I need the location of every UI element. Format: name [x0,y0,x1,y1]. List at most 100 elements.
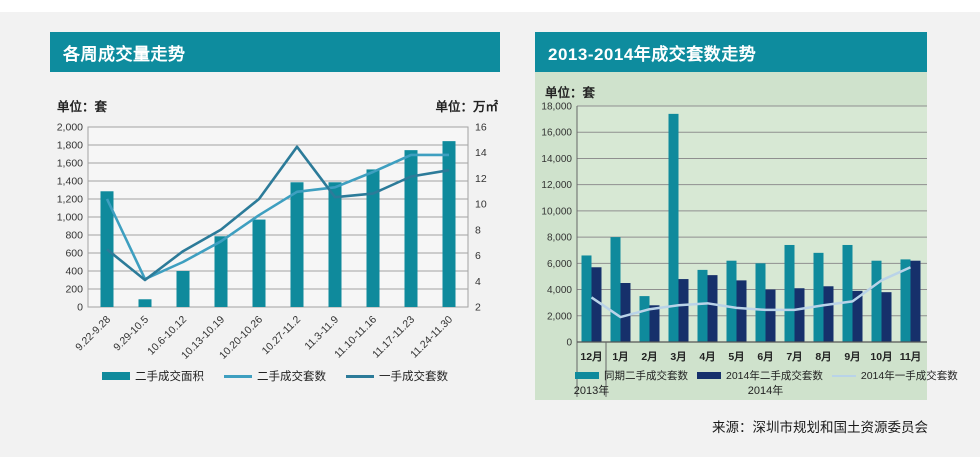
legend-item: 2014年一手成交套数 [831,368,958,383]
line-series [106,145,450,282]
y-tick: 16,000 [541,128,572,139]
y-tick: 8,000 [547,233,572,244]
right-y-tick: 10 [475,199,487,211]
line-series [590,266,912,319]
y-tick: 18,000 [541,102,572,113]
legend-item: 二手成交面积 [102,368,204,384]
month-label: 1月 [612,351,628,363]
legend-item: 一手成交套数 [346,368,448,384]
bar-swatch-icon [697,372,721,379]
bar [252,219,266,307]
bar [100,191,114,307]
legend-label: 二手成交套数 [257,371,326,383]
weekly-volume-chart: 0 200 400 600 800 1,000 1,200 1,400 1,600 1,800 2,… [57,122,487,362]
bar [366,169,380,307]
y-tick: 14,000 [541,154,572,165]
left-y-tick: 400 [65,266,83,278]
month-label: 10月 [870,351,892,363]
bar [765,289,776,342]
right-y-tick: 12 [475,173,487,185]
bar [910,260,921,342]
left-chart-units-row: 单位：套 单位：万㎡ [57,96,498,115]
left-y-tick: 1,000 [57,212,83,224]
line-swatch-icon [346,374,374,378]
source-attribution: 来源：深圳市规划和国土资源委员会 [712,420,928,435]
y-tick: 6,000 [547,259,572,270]
legend-item: 同期二手成交套数 [575,368,688,383]
right-y-tick: 14 [475,147,487,159]
left-chart-header: 各周成交量走势 [50,32,500,72]
bar-series [100,141,456,307]
left-y-tick: 600 [65,248,83,260]
bar [290,182,304,307]
legend-item: 2014年二手成交套数 [697,368,823,383]
left-chart-title: 各周成交量走势 [63,44,186,64]
legend-label: 2014年二手成交套数 [726,370,823,382]
month-label: 5月 [728,351,744,363]
bar [852,290,863,342]
bar [726,260,737,342]
left-y-tick: 800 [65,230,83,242]
month-label: 2月 [641,351,657,363]
right-y-tick: 16 [475,122,487,134]
x-tick-label: 10.27-11.2 [260,314,304,358]
y-tick: 4,000 [547,285,572,296]
bar-swatch-icon [102,372,130,380]
right-y-tick: 6 [475,250,481,262]
x-tick-label: 9.22-9.28 [73,314,113,354]
line-swatch-icon [224,374,252,378]
right-chart-body: 0 2,000 4,000 6,000 8,000 10,000 12,000 14,000 1… [535,72,958,400]
month-label: 8月 [815,351,831,363]
legend-label: 一手成交套数 [379,371,448,383]
right-y-tick: 8 [475,224,481,236]
bar [649,305,660,342]
bar [823,286,834,342]
month-label: 3月 [670,351,686,363]
bar-swatch-icon [575,372,599,379]
right-chart-title: 2013-2014年成交套数走势 [548,44,757,64]
bar [591,267,602,342]
legend-label: 同期二手成交套数 [604,370,688,382]
month-label: 12月 [580,351,602,363]
bar [678,279,689,342]
legend-item: 二手成交套数 [224,368,326,384]
left-y-tick: 1,200 [57,194,83,206]
yearly-units-chart: 0 2,000 4,000 6,000 8,000 10,000 12,000 14,000 1… [541,102,927,397]
right-chart-legend: 同期二手成交套数 2014年二手成交套数 2014年一手成交套数 [575,368,958,383]
bar [639,296,650,342]
bar-series [591,260,921,342]
left-y-tick: 200 [65,284,83,296]
bar [668,113,679,342]
left-y-tick: 2,000 [57,122,83,134]
left-axis-unit-label: 单位：套 [57,100,108,114]
month-label: 7月 [786,351,802,363]
weekly-volume-chart-card: 各周成交量走势 单位：套 单位：万㎡ 0 200 400 600 800 1,000 1,2… [50,32,500,404]
bar [581,255,592,342]
right-y-tick: 4 [475,276,481,288]
y-tick: 12,000 [541,180,572,191]
left-chart-legend: 二手成交面积 二手成交套数 一手成交套数 [50,368,500,384]
month-label: 4月 [699,351,715,363]
bar [755,263,766,342]
bar [784,244,795,342]
x-tick-label: 9.29-10.5 [111,314,151,354]
line-swatch-icon [831,374,856,377]
bar [842,244,853,342]
bar [620,283,631,342]
year-group-label: 2013年 [574,383,609,397]
bar [794,288,805,342]
bar [881,292,892,342]
left-y-tick: 1,400 [57,176,83,188]
legend-label: 2014年一手成交套数 [860,370,958,382]
bar [610,237,621,342]
right-y-tick: 2 [475,302,481,314]
month-label: 6月 [757,351,773,363]
legend-label: 二手成交面积 [135,371,204,383]
right-plot-area [577,106,927,342]
y-tick: 0 [566,338,572,349]
bar [442,141,456,307]
bar [328,182,342,307]
bar [813,252,824,342]
right-axis-unit-label: 单位：万㎡ [435,100,498,114]
bar [736,280,747,342]
